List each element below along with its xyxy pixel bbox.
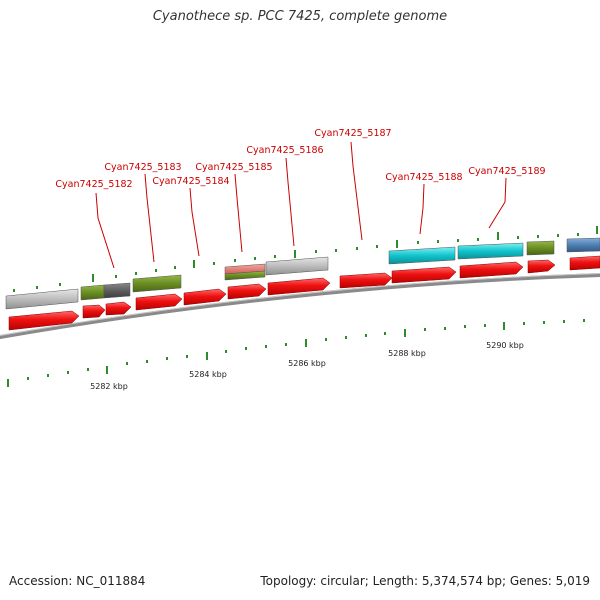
gray-feature xyxy=(265,256,329,276)
gene-label-5184: Cyan7425_5184 xyxy=(152,176,229,187)
scale-label-5286: 5286 kbp xyxy=(288,359,326,368)
scale-ticks xyxy=(7,319,585,387)
olive-feature xyxy=(526,240,555,256)
cyan-feature xyxy=(457,242,524,260)
genome-backbone xyxy=(0,273,600,339)
olive-feature xyxy=(132,274,182,293)
gene-label-5182: Cyan7425_5182 xyxy=(55,179,132,190)
cds-arrow xyxy=(82,304,106,319)
cds-arrow xyxy=(569,255,600,271)
gene-label-5186: Cyan7425_5186 xyxy=(246,145,323,156)
gene-label-5185: Cyan7425_5185 xyxy=(195,162,272,173)
scale-label-5282: 5282 kbp xyxy=(90,382,128,391)
cds-arrow xyxy=(227,283,267,300)
cds-arrow xyxy=(8,310,80,331)
cds-arrow xyxy=(391,266,457,284)
scale-label-5290: 5290 kbp xyxy=(486,341,524,350)
cds-arrow xyxy=(105,301,132,316)
gene-label-5189: Cyan7425_5189 xyxy=(468,166,545,177)
cds-arrow xyxy=(135,293,183,311)
olive-feature xyxy=(80,284,105,301)
gray-feature xyxy=(5,288,79,310)
cds-arrow xyxy=(459,261,524,279)
gene-label-5183: Cyan7425_5183 xyxy=(104,162,181,173)
upper-ticks xyxy=(13,226,598,292)
dark-gray-feature xyxy=(103,282,131,299)
accession-text: Accession: NC_011884 xyxy=(9,574,146,588)
genome-title: Cyanothece sp. PCC 7425, complete genome xyxy=(152,9,448,24)
scale-label-5284: 5284 kbp xyxy=(189,370,227,379)
gene-label-5187: Cyan7425_5187 xyxy=(314,128,391,139)
steelblue-feature xyxy=(566,237,600,253)
olive-feature xyxy=(224,270,266,281)
cds-arrow xyxy=(267,277,331,296)
cds-arrow xyxy=(527,259,556,274)
cds-arrow xyxy=(339,272,393,289)
cds-row xyxy=(8,255,600,331)
cyan-feature xyxy=(388,246,456,265)
label-leaders xyxy=(95,141,507,269)
genome-backbone-highlight xyxy=(0,273,600,336)
genome-summary-text: Topology: circular; Length: 5,374,574 bp… xyxy=(260,574,590,588)
feature-row-other xyxy=(5,237,600,310)
cds-arrow xyxy=(183,288,227,306)
gene-label-5188: Cyan7425_5188 xyxy=(385,172,462,183)
scale-label-5288: 5288 kbp xyxy=(388,349,426,358)
